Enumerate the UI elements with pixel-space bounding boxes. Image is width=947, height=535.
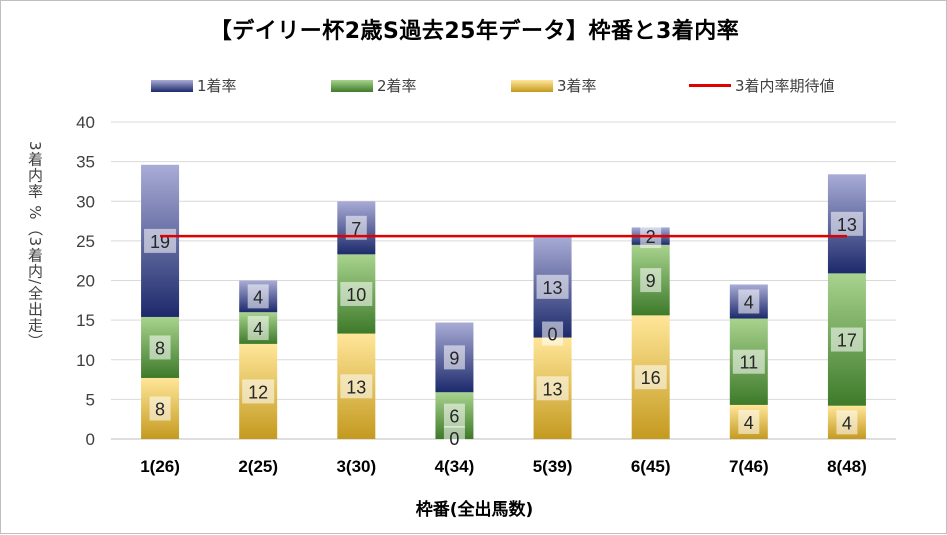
data-label: 4 <box>253 287 263 307</box>
x-tick-label: 7(46) <box>729 457 769 476</box>
data-label: 4 <box>253 319 263 339</box>
legend-item-expected: 3着内率期待値 <box>689 75 835 96</box>
data-label: 13 <box>346 377 366 397</box>
data-label: 9 <box>449 348 459 368</box>
data-label-bg <box>830 211 863 236</box>
legend: 1着率 2着率 3着率 3着内率期待値 <box>1 75 947 95</box>
legend-item-third: 3着率 <box>511 75 597 96</box>
data-label-bg <box>836 410 858 435</box>
legend-swatch-second <box>331 79 373 92</box>
data-label: 4 <box>744 413 754 433</box>
data-label-bg <box>340 374 373 399</box>
data-label-bg <box>149 396 171 421</box>
data-label: 8 <box>155 338 165 358</box>
data-label-bg <box>542 321 564 346</box>
y-tick-label: 25 <box>76 232 95 251</box>
legend-swatch-third <box>511 79 553 92</box>
y-tick-label: 35 <box>76 153 95 172</box>
x-tick-label: 2(25) <box>238 457 278 476</box>
legend-label-expected: 3着内率期待値 <box>735 77 835 95</box>
data-label: 13 <box>543 379 563 399</box>
legend-label-second: 2着率 <box>377 77 417 95</box>
x-tick-label: 3(30) <box>336 457 376 476</box>
y-tick-label: 20 <box>76 272 95 291</box>
legend-label-first: 1着率 <box>197 77 237 95</box>
legend-item-second: 2着率 <box>331 75 417 96</box>
y-tick-label: 10 <box>76 351 95 370</box>
data-label-bg <box>738 289 760 314</box>
y-tick-label: 40 <box>76 113 95 132</box>
x-tick-label: 5(39) <box>533 457 573 476</box>
data-label: 8 <box>155 399 165 419</box>
data-label-bg <box>242 379 275 404</box>
legend-swatch-first <box>151 79 193 92</box>
x-axis-label: 枠番(全出馬数) <box>415 500 534 520</box>
legend-label-third: 3着率 <box>557 77 597 95</box>
data-label-bg <box>634 365 667 390</box>
data-label-bg <box>345 215 367 240</box>
y-axis-label: 3着内率 %（3着内/全出走） <box>26 141 44 350</box>
legend-item-first: 1着率 <box>151 75 237 96</box>
data-label-bg <box>247 284 269 309</box>
data-label: 13 <box>837 215 857 235</box>
data-label-bg <box>247 316 269 341</box>
data-label: 0 <box>449 429 459 449</box>
x-tick-label: 1(26) <box>140 457 180 476</box>
chart-title: 【デイリー杯2歳S過去25年データ】枠番と3着内率 <box>209 19 740 44</box>
data-label: 9 <box>646 271 656 291</box>
y-tick-label: 15 <box>76 311 95 330</box>
data-label: 4 <box>842 413 852 433</box>
data-label-bg <box>340 281 373 306</box>
data-label: 11 <box>739 353 758 373</box>
data-label-bg <box>536 376 569 401</box>
data-label-bg <box>536 274 569 299</box>
data-label: 10 <box>346 285 366 305</box>
x-tick-label: 6(45) <box>631 457 671 476</box>
y-tick-label: 30 <box>76 192 95 211</box>
data-label: 13 <box>543 278 563 298</box>
data-label-bg <box>144 228 177 253</box>
x-tick-label: 8(48) <box>827 457 867 476</box>
data-label-bg <box>738 409 760 434</box>
data-label: 4 <box>744 293 754 313</box>
data-label: 12 <box>248 382 268 402</box>
y-tick-label: 0 <box>86 430 95 449</box>
legend-line-expected <box>689 84 731 87</box>
data-label-bg <box>830 327 863 352</box>
data-label: 0 <box>548 325 558 345</box>
x-tick-label: 4(34) <box>435 457 475 476</box>
y-tick-label: 5 <box>86 390 95 409</box>
data-label: 16 <box>641 368 661 388</box>
data-label: 17 <box>837 331 857 351</box>
data-label: 6 <box>449 407 459 427</box>
data-label-bg <box>443 345 465 370</box>
data-label-bg <box>149 335 171 360</box>
data-label-bg <box>443 426 465 450</box>
data-label-bg <box>443 403 465 428</box>
data-label-bg <box>640 268 662 293</box>
data-label: 7 <box>351 219 361 239</box>
data-label-bg <box>732 349 765 374</box>
